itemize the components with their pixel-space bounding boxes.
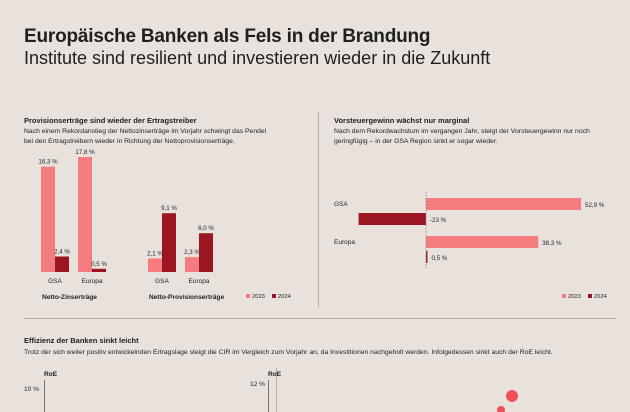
roe-scatter-partial	[497, 390, 518, 412]
bar-netto-provisionsertr-ge-gsa-2024	[162, 213, 176, 272]
bar-netto-zinsertr-ge-gsa-2023	[41, 166, 55, 272]
right-roe-axis-tick: 12 %	[250, 381, 266, 388]
bottom-panel-divider	[276, 368, 277, 412]
right-roe-axis-title: RoE	[268, 371, 282, 378]
legend-label-2024: 2024	[277, 294, 291, 300]
right-roe-axis-line	[268, 380, 269, 412]
page-title: Europäische Banken als Fels in der Brand…	[24, 26, 431, 47]
left-panel-text-line2: bei den Ertragstreibern wieder in Richtu…	[24, 137, 235, 145]
group-label-netto-provisionsertraege: Netto-Provisionserträge	[149, 294, 225, 301]
left-roe-axis-title: RoE	[44, 371, 58, 378]
panel-divider-vertical	[318, 112, 319, 307]
legend-label-2023: 2023	[568, 294, 581, 300]
right-panel-text-line2: geringfügig – in der GSA Region sinkt er…	[334, 137, 498, 145]
left-legend: 2023 2024	[246, 294, 291, 300]
data-label-europa-2023: 17,8 %	[75, 149, 95, 156]
data-label-gsa-2023: 16,3 %	[38, 159, 58, 166]
left-roe-axis-line	[44, 380, 45, 412]
data-label-gsa-2023: 2,1 %	[147, 250, 163, 257]
left-bar-charts: 16,3 % 2,4 % GSA 17,8 % 0,5 % Europa 2,1 % 9,1 …	[38, 149, 214, 285]
hbar-gsa-2023	[426, 198, 581, 210]
right-panel-text-line1: Nach dem Rekordwachstum im vergangen Jah…	[334, 128, 590, 135]
bar-netto-provisionsertr-ge-gsa-2023	[148, 258, 162, 272]
category-label-gsa: GSA	[48, 278, 62, 285]
page-subtitle: Institute sind resilient und investieren…	[24, 48, 491, 68]
bar-netto-zinsertr-ge-europa-2024	[92, 268, 106, 272]
left-roe-axis-tick: 10 %	[24, 386, 40, 393]
category-label-europa: Europa	[334, 239, 355, 246]
left-panel-text: Nach einem Rekordanstieg der Nettozinser…	[24, 127, 314, 146]
data-label-gsa-2023: 52,9 %	[585, 202, 605, 209]
roe-point-2024	[497, 406, 505, 412]
data-label-gsa-2024: 2,4 %	[54, 248, 70, 255]
data-label-europa-2024: 0,5 %	[431, 255, 447, 262]
category-label-europa: Europa	[82, 278, 103, 285]
bar-netto-provisionsertr-ge-europa-2023	[185, 257, 199, 272]
data-label-gsa-2024: 9,1 %	[161, 205, 177, 212]
section-divider-horizontal	[24, 318, 616, 319]
hbar-europa-2023	[426, 236, 539, 248]
legend-label-2023: 2023	[252, 294, 265, 300]
right-bar-chart: GSA 52,9 % -23 % Europa 38,3 % 0,5 %	[334, 192, 605, 268]
left-panel-title: Provisionserträge sind wieder der Ertrag…	[24, 116, 197, 125]
legend-swatch-2023	[562, 294, 566, 299]
data-label-europa-2024: 6,0 %	[198, 225, 214, 232]
legend-swatch-2023	[246, 294, 250, 299]
bar-netto-zinsertr-ge-gsa-2024	[55, 256, 69, 272]
hbar-gsa-2024	[358, 213, 426, 225]
category-label-gsa: GSA	[334, 201, 348, 208]
bottom-panel-title: Effizienz der Banken sinkt leicht	[24, 336, 139, 345]
category-label-europa: Europa	[189, 278, 210, 285]
right-panel-text: Nach dem Rekordwachstum im vergangen Jah…	[334, 127, 624, 146]
right-panel-title: Vorsteuergewinn wächst nur marginal	[334, 116, 470, 125]
hbar-europa-2024	[426, 251, 428, 263]
bar-netto-zinsertr-ge-europa-2023	[78, 157, 92, 272]
right-legend: 2023 2024	[562, 294, 607, 300]
legend-swatch-2024	[587, 294, 592, 299]
bar-netto-provisionsertr-ge-europa-2024	[199, 233, 213, 272]
left-panel-text-line1: Nach einem Rekordanstieg der Nettozinser…	[24, 128, 267, 135]
data-label-europa-2023: 38,3 %	[542, 240, 562, 247]
data-label-gsa-2024: -23 %	[430, 217, 447, 224]
roe-point-2023	[506, 390, 518, 402]
bottom-panel-text: Trotz der sich weiter positiv entwickeln…	[24, 349, 553, 356]
data-label-europa-2023: 2,3 %	[184, 249, 200, 256]
category-label-gsa: GSA	[155, 278, 169, 285]
group-label-netto-zinsertraege: Netto-Zinserträge	[42, 294, 97, 301]
legend-label-2024: 2024	[593, 294, 607, 300]
legend-swatch-2024	[271, 294, 276, 299]
data-label-europa-2024: 0,5 %	[91, 261, 107, 268]
